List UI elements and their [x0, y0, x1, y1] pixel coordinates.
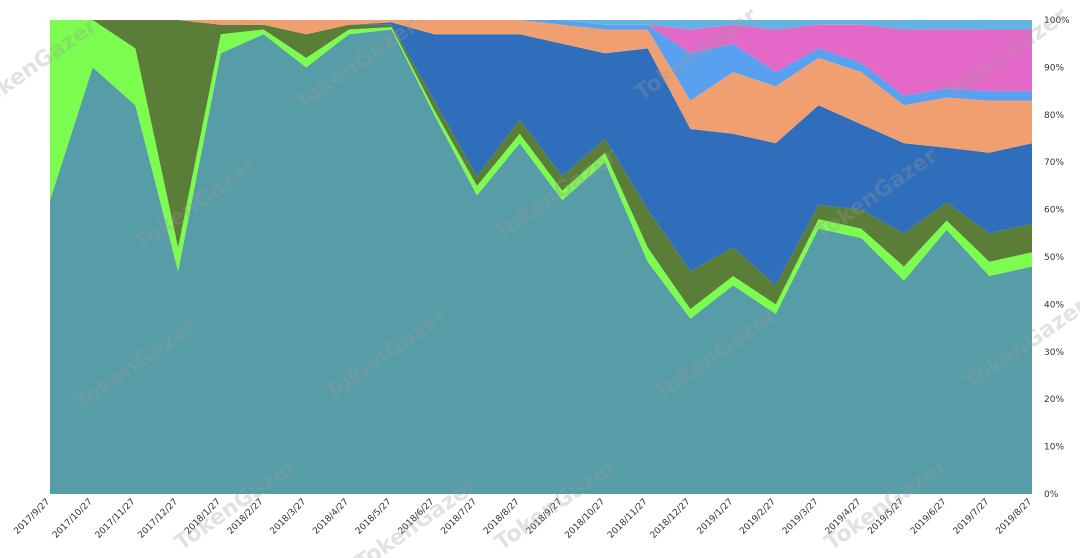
area-series-8 — [50, 20, 1032, 30]
y-tick-label: 20% — [1044, 395, 1064, 405]
x-tick-label: 2017/11/27 — [94, 497, 138, 541]
area-layers — [50, 20, 1032, 494]
x-tick-label: 2017/10/27 — [51, 497, 95, 541]
x-tick-label: 2017/9/27 — [12, 497, 52, 537]
y-tick-label: 100% — [1044, 16, 1070, 26]
y-tick-label: 70% — [1044, 158, 1064, 168]
x-tick-label: 2018/3/27 — [269, 497, 309, 537]
y-tick-label: 0% — [1044, 490, 1059, 500]
area-series-5 — [50, 20, 1032, 153]
y-tick-label: 40% — [1044, 300, 1064, 310]
y-tick-label: 80% — [1044, 111, 1064, 121]
area-series-4 — [50, 20, 1032, 286]
area-series-7 — [50, 20, 1032, 96]
area-series-6 — [50, 20, 1032, 106]
x-tick-label: 2019/2/27 — [738, 497, 778, 537]
area-series-1 — [50, 29, 1032, 494]
y-tick-label: 60% — [1044, 206, 1064, 216]
x-tick-label: 2019/3/27 — [781, 497, 821, 537]
y-tick-label: 50% — [1044, 253, 1064, 263]
y-axis: 0% 10% 20% 30% 40% 50% 60% 70% 80% 90% 100% — [1044, 16, 1070, 500]
x-tick-label: 2019/7/27 — [952, 497, 992, 537]
x-tick-label: 2019/8/27 — [994, 497, 1034, 537]
x-tick-label: 2019/1/27 — [696, 497, 736, 537]
y-tick-label: 90% — [1044, 63, 1064, 73]
y-tick-label: 30% — [1044, 348, 1064, 358]
area-series-2 — [50, 20, 1032, 319]
y-tick-label: 10% — [1044, 443, 1064, 453]
x-tick-label: 2018/12/27 — [649, 497, 693, 541]
x-tick-label: 2018/11/27 — [606, 497, 650, 541]
x-tick-label: 2019/6/27 — [909, 497, 949, 537]
area-series-3 — [50, 20, 1032, 310]
x-tick-label: 2018/4/27 — [311, 497, 351, 537]
